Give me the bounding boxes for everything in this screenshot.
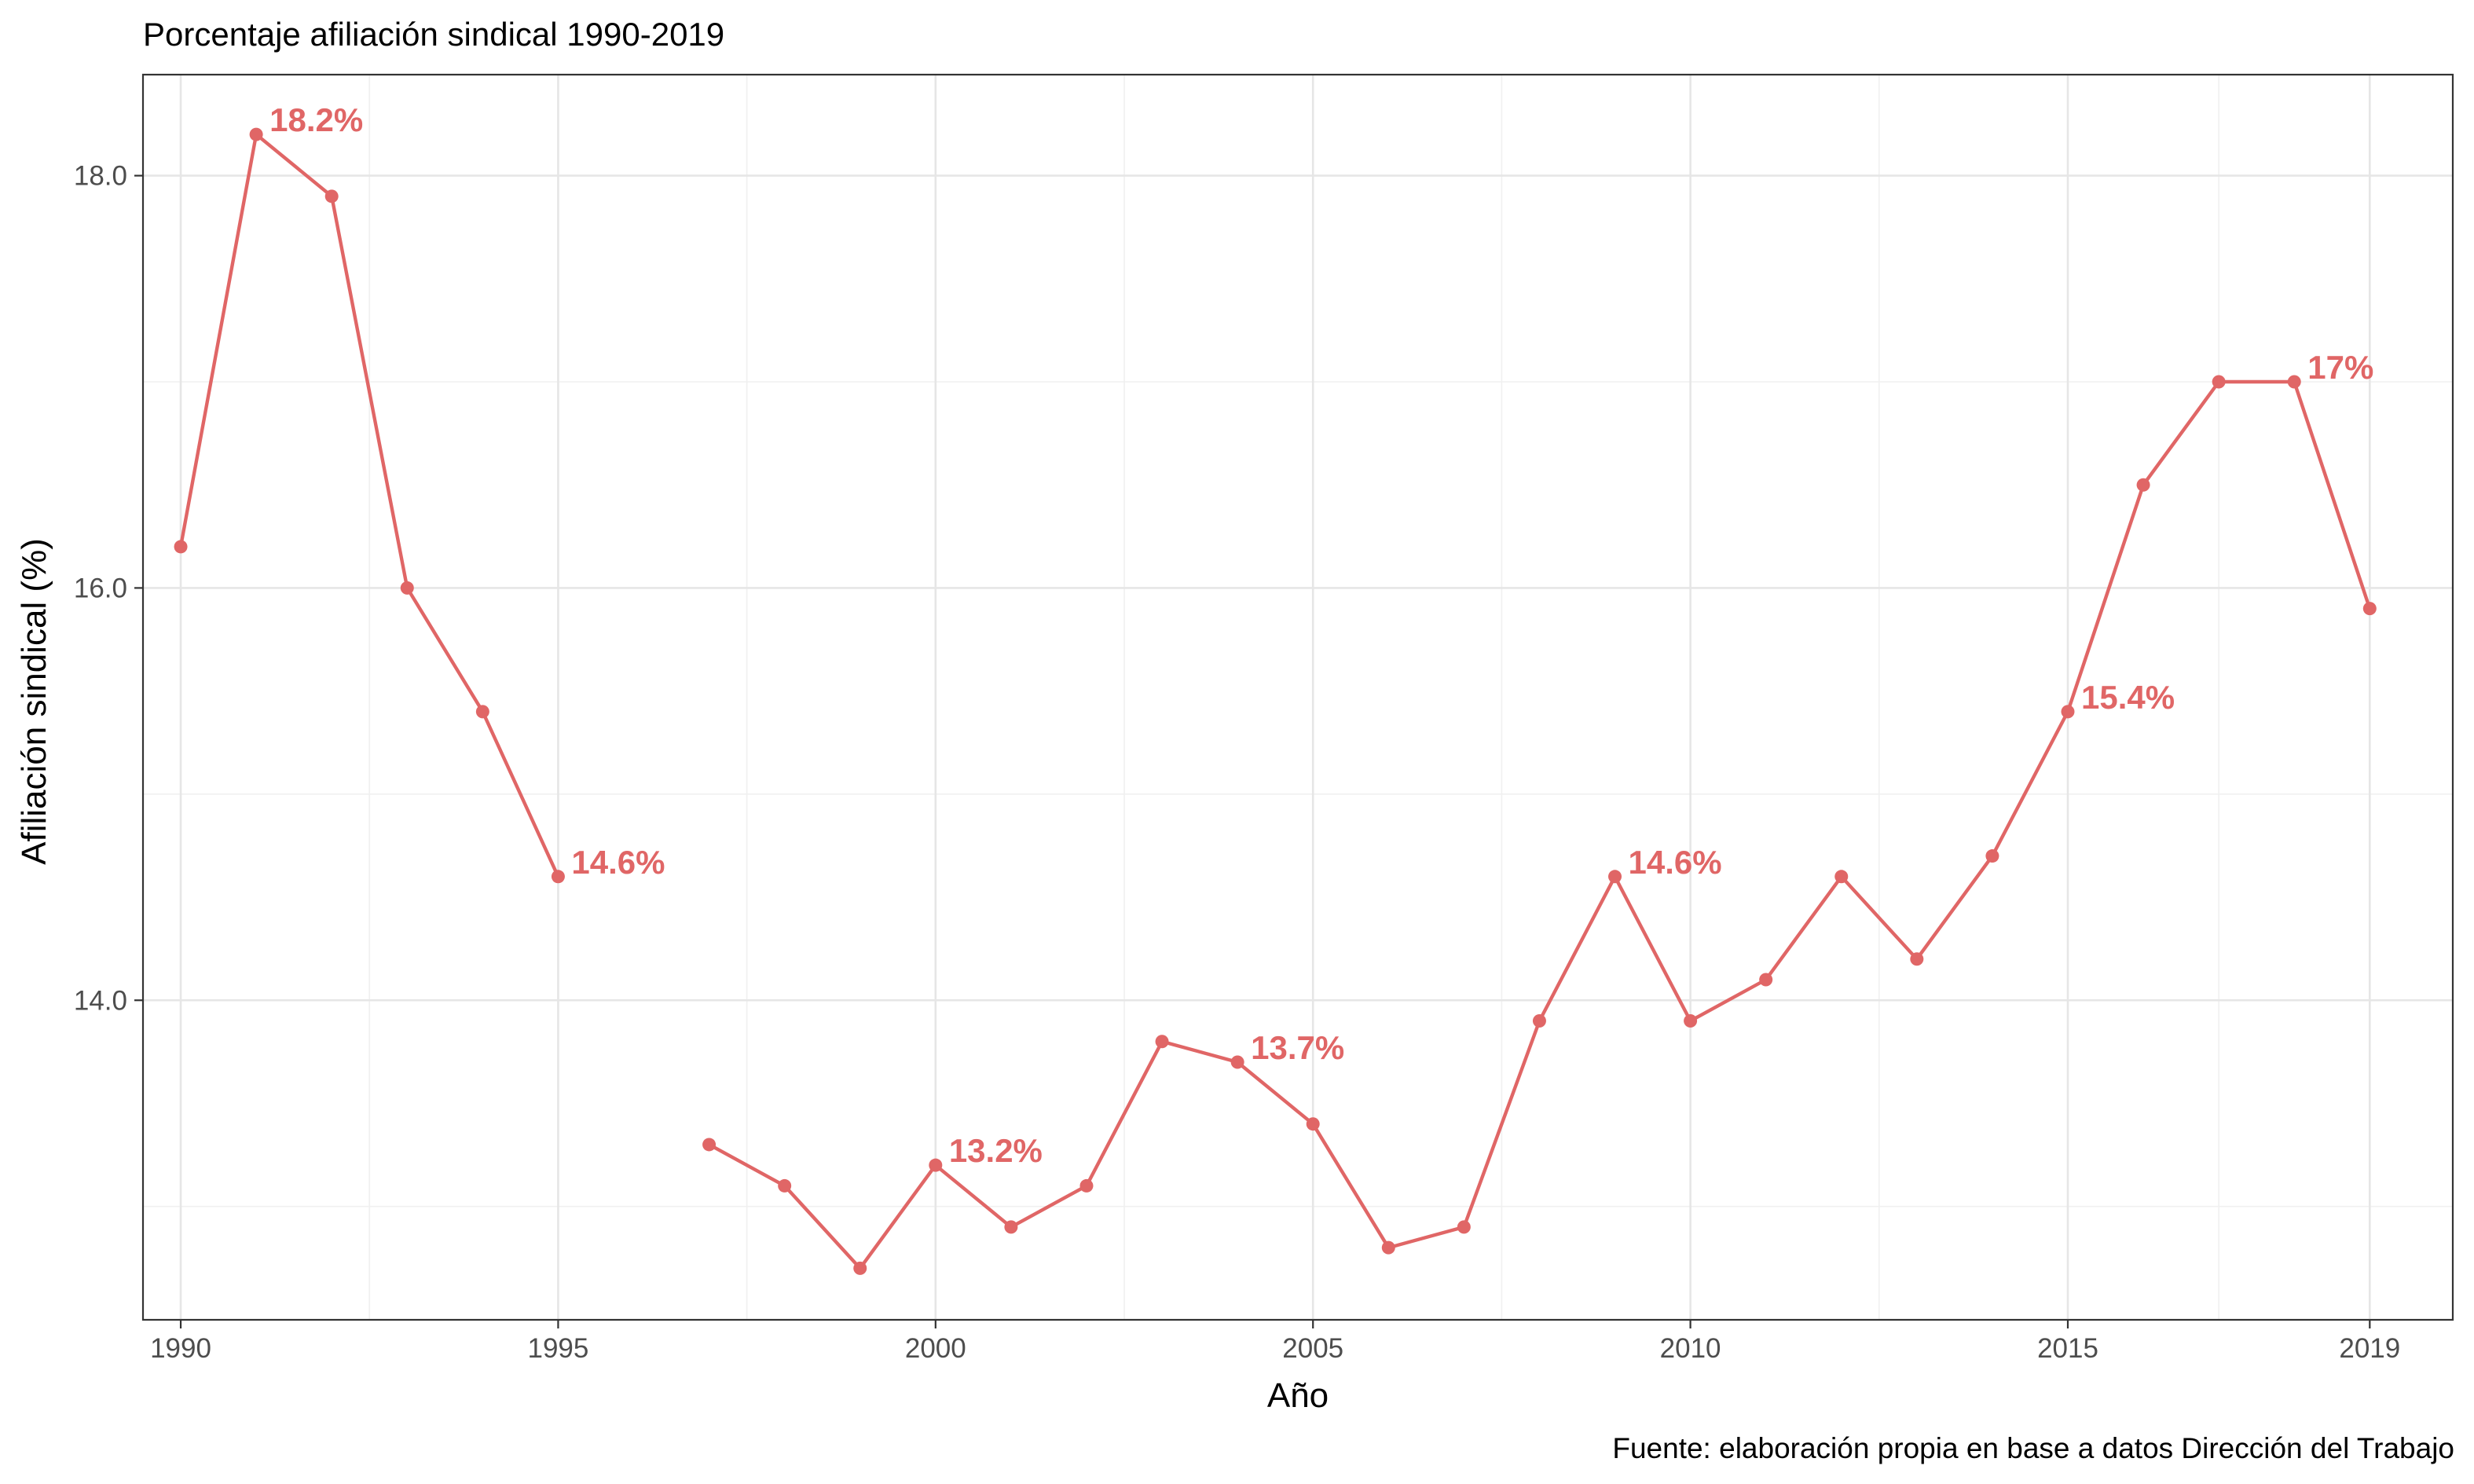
data-point [778,1178,792,1193]
y-tick-label: 16.0 [74,573,127,603]
data-point [1457,1220,1471,1234]
data-point [475,705,489,719]
data-point [1759,973,1773,987]
data-label: 13.2% [949,1132,1043,1169]
major-grid [143,75,2453,1320]
data-point [551,870,565,884]
data-point [249,127,263,141]
data-point [2212,375,2226,389]
data-label: 18.2% [269,101,363,138]
data-point [324,189,339,203]
data-point [929,1158,943,1172]
data-point [1834,870,1849,884]
data-label: 17% [2307,349,2373,386]
x-axis-title: Año [1267,1376,1329,1415]
data-point [1985,849,1999,863]
plot-panel-border [141,73,2454,1321]
data-point [2287,375,2301,389]
data-label: 13.7% [1251,1029,1344,1066]
x-tick-label: 2019 [2339,1333,2400,1364]
data-point [2362,602,2377,616]
y-tick-label: 18.0 [74,161,127,192]
data-point [1004,1220,1018,1234]
data-point [1910,952,1924,966]
y-tick-label: 14.0 [74,985,127,1016]
x-tick-label: 2000 [905,1333,966,1364]
data-point [1079,1178,1094,1193]
x-tick-label: 2010 [1660,1333,1721,1364]
series-line-segment [178,132,560,879]
x-tick-label: 1995 [527,1333,588,1364]
y-axis-title: Afiliación sindical (%) [15,538,53,865]
data-point [853,1261,867,1275]
data-point [1608,870,1622,884]
data-point [1306,1117,1320,1131]
source-caption: Fuente: elaboración propia en base a dat… [1612,1432,2454,1464]
data-label: 14.6% [1629,844,1722,881]
data-point [1684,1013,1698,1028]
data-point [400,581,414,595]
chart-title: Porcentaje afiliación sindical 1990-2019 [143,16,724,53]
x-tick-label: 2015 [2037,1333,2098,1364]
data-label: 14.6% [571,844,665,881]
data-points [174,127,2377,1275]
data-labels: 18.2% 14.6% 13.2% 13.7% 14.6% 15.4% 17% [269,101,2373,1169]
data-point [1155,1035,1169,1049]
data-point [174,540,188,554]
data-label: 15.4% [2081,679,2175,716]
data-point [1230,1055,1244,1069]
data-point [1532,1013,1546,1028]
y-axis: 14.0 16.0 18.0 [74,161,143,1016]
x-axis: 1990 1995 2000 2005 2010 2015 2019 [150,1320,2400,1364]
data-point [1381,1240,1395,1255]
data-point [2136,478,2150,492]
data-point [702,1138,717,1152]
data-point [2061,705,2075,719]
x-tick-label: 1990 [150,1333,211,1364]
x-tick-label: 2005 [1282,1333,1343,1364]
